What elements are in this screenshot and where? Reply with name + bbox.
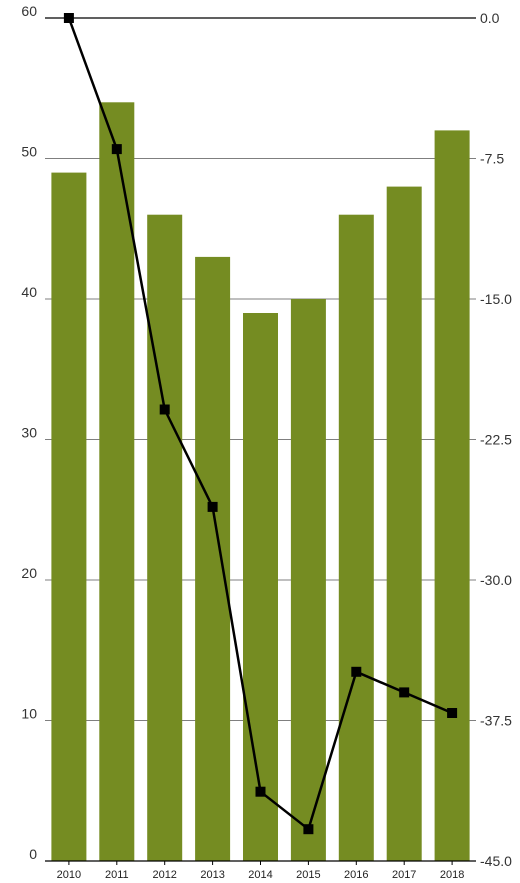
x-tick-label-2016: 2016 <box>344 869 368 881</box>
right-axis: -45.0 -37.5 -30.0 -22.5 -15.0 -7.5 0.0 <box>480 10 512 869</box>
right-tick-label--37.5: -37.5 <box>480 713 512 729</box>
bar-2012 <box>147 214 183 861</box>
line-point-2013 <box>207 501 218 512</box>
x-tick-label-2010: 2010 <box>57 869 81 881</box>
line-point-2017 <box>399 687 410 698</box>
x-tick-label-2018: 2018 <box>440 869 464 881</box>
line-point-2018 <box>447 708 458 718</box>
bar-2015 <box>290 299 326 861</box>
left-tick-label-40: 40 <box>21 284 37 300</box>
line-point-2015 <box>303 824 314 835</box>
left-tick-label-10: 10 <box>21 706 37 722</box>
bar-2014 <box>243 313 278 861</box>
x-tick-label-2017: 2017 <box>392 869 416 881</box>
line-point-2010 <box>63 13 74 23</box>
right-tick-label--7.5: -7.5 <box>480 151 504 167</box>
bar-2011 <box>99 102 135 862</box>
left-tick-label-50: 50 <box>21 144 37 160</box>
bar-2013 <box>195 256 231 861</box>
x-tick-label-2014: 2014 <box>248 869 272 881</box>
bar-series <box>51 102 470 862</box>
line-point-2016 <box>351 666 362 677</box>
line-point-2011 <box>111 144 122 155</box>
bar-2016 <box>338 214 374 861</box>
left-tick-label-20: 20 <box>21 565 37 581</box>
right-tick-label--30.0: -30.0 <box>480 572 512 588</box>
x-axis: 2010 2011 2012 2013 2014 2015 2016 2017 2018 <box>45 860 476 881</box>
left-tick-label-0: 0 <box>29 846 37 862</box>
x-tick-label-2011: 2011 <box>105 869 129 881</box>
bar-2010 <box>51 172 87 862</box>
left-axis: 0 10 20 30 40 50 60 <box>21 3 37 862</box>
x-tick-label-2015: 2015 <box>296 869 320 881</box>
x-tick-label-2013: 2013 <box>200 869 224 881</box>
right-tick-label-0.0: 0.0 <box>480 10 500 26</box>
bar-2018 <box>434 130 470 861</box>
line-point-2012 <box>159 404 170 415</box>
line-series <box>63 13 458 835</box>
right-tick-label--15.0: -15.0 <box>480 291 512 307</box>
left-tick-label-30: 30 <box>21 425 37 441</box>
left-tick-label-60: 60 <box>21 3 37 19</box>
right-tick-label--22.5: -22.5 <box>480 432 512 448</box>
line-point-2014 <box>255 786 266 797</box>
right-tick-label--45.0: -45.0 <box>480 853 512 869</box>
bar-2017 <box>386 186 422 862</box>
x-tick-label-2012: 2012 <box>152 869 176 881</box>
